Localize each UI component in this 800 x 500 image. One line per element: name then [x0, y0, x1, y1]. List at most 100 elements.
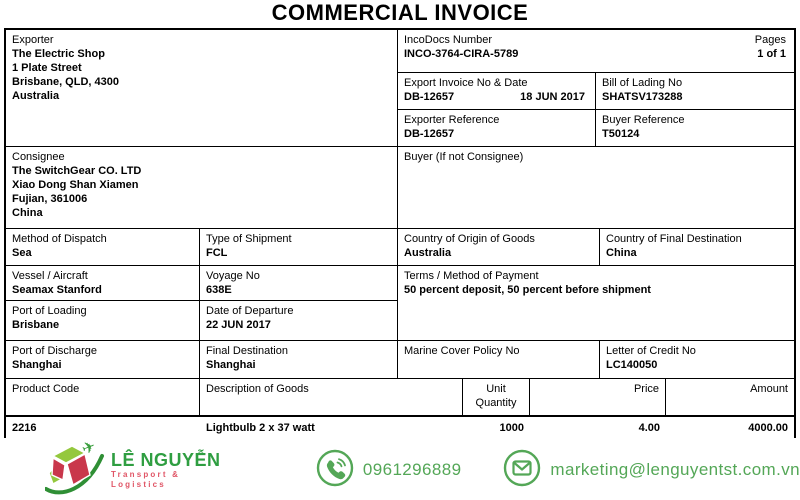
logo-text: LÊ NGUYỄN Transport & Logistics [111, 449, 228, 490]
port-of-discharge-label: Port of Discharge [12, 345, 97, 357]
terms-label: Terms / Method of Payment [404, 270, 539, 282]
final-destination-cell: Final Destination Shanghai [200, 341, 398, 378]
buyer-reference-label: Buyer Reference [602, 114, 685, 126]
buyer-cell: Buyer (If not Consignee) [398, 147, 794, 228]
final-destination-value: Shanghai [206, 359, 256, 371]
vessel-cell: Vessel / Aircraft Seamax Stanford [6, 266, 200, 300]
product-price-value: 4.00 [638, 422, 660, 434]
unit-quantity-header: Unit Quantity [463, 379, 530, 415]
loading-row: Port of Loading Brisbane Date of Departu… [6, 301, 397, 340]
vessel-loading-stack: Vessel / Aircraft Seamax Stanford Voyage… [6, 266, 398, 340]
product-quantity-value: 1000 [499, 422, 524, 434]
incodocs-cell: IncoDocs Number INCO-3764-CIRA-5789 Page… [398, 30, 794, 73]
product-header-row: Product Code Description of Goods Unit Q… [6, 378, 794, 415]
product-code-value: 2216 [12, 422, 37, 434]
pages-block: Pages 1 of 1 [749, 30, 794, 72]
quantity-header-line: Quantity [475, 397, 517, 409]
logo-company-name: LÊ NGUYỄN [111, 449, 221, 470]
consignee-country: China [12, 207, 43, 219]
bill-of-lading-cell: Bill of Lading No SHATSV173288 [596, 73, 794, 109]
reference-row: Exporter Reference DB-12657 Buyer Refere… [398, 110, 794, 146]
exporter-reference-label: Exporter Reference [404, 114, 500, 126]
invoice-refs-row: Export Invoice No & Date DB-12657 18 JUN… [398, 73, 794, 110]
dispatch-row: Method of Dispatch Sea Type of Shipment … [6, 228, 794, 265]
incodocs-label: IncoDocs Number [404, 34, 493, 46]
buyer-reference-cell: Buyer Reference T50124 [596, 110, 794, 146]
exporter-label: Exporter [12, 34, 54, 46]
marine-cover-label: Marine Cover Policy No [404, 345, 520, 357]
discharge-row: Port of Discharge Shanghai Final Destina… [6, 340, 794, 378]
pages-label: Pages [754, 34, 786, 46]
country-of-origin-label: Country of Origin of Goods [404, 233, 535, 245]
date-of-departure-label: Date of Departure [206, 305, 294, 317]
product-description-value: Lightbulb 2 x 37 watt [206, 422, 315, 434]
top-section: Exporter The Electric Shop 1 Plate Stree… [6, 30, 794, 146]
incodocs-block: IncoDocs Number INCO-3764-CIRA-5789 [398, 30, 524, 72]
voyage-cell: Voyage No 638E [200, 266, 397, 300]
pages-value: 1 of 1 [757, 48, 786, 60]
exporter-country: Australia [12, 90, 60, 102]
country-of-origin-cell: Country of Origin of Goods Australia [398, 229, 600, 265]
export-invoice-date: 18 JUN 2017 [520, 91, 585, 103]
exporter-name: The Electric Shop [12, 48, 105, 60]
type-of-shipment-cell: Type of Shipment FCL [200, 229, 398, 265]
consignee-name: The SwitchGear CO. LTD [12, 165, 142, 177]
footer: ✈ LÊ NGUYỄN Transport & Logistics 096129… [0, 436, 800, 500]
exporter-city: Brisbane, QLD, 4300 [12, 76, 119, 88]
letter-of-credit-value: LC140050 [606, 359, 658, 371]
email-icon [503, 449, 541, 492]
phone-icon [316, 449, 354, 492]
phone-number: 0961296889 [362, 460, 462, 479]
email-address: marketing@lenguyentst.com.vn [550, 460, 800, 479]
country-of-origin-value: Australia [404, 247, 452, 259]
buyer-reference-value: T50124 [602, 128, 640, 140]
type-of-shipment-label: Type of Shipment [206, 233, 292, 245]
letter-of-credit-cell: Letter of Credit No LC140050 [600, 341, 794, 378]
terms-cell: Terms / Method of Payment 50 percent dep… [398, 266, 794, 340]
country-of-destination-value: China [606, 247, 637, 259]
date-of-departure-value: 22 JUN 2017 [206, 319, 271, 331]
product-amount-value: 4000.00 [748, 422, 788, 434]
top-right-stack: IncoDocs Number INCO-3764-CIRA-5789 Page… [398, 30, 794, 146]
price-header: Price [530, 379, 666, 415]
product-code-header: Product Code [6, 379, 200, 415]
country-of-destination-label: Country of Final Destination [606, 233, 742, 245]
country-of-destination-cell: Country of Final Destination China [600, 229, 794, 265]
phone-contact: 0961296889 [316, 449, 462, 492]
logo-tagline: Transport & Logistics [111, 469, 181, 489]
export-invoice-label: Export Invoice No & Date [404, 77, 528, 89]
voyage-label: Voyage No [206, 270, 260, 282]
export-invoice-cell: Export Invoice No & Date DB-12657 18 JUN… [398, 73, 596, 109]
exporter-street: 1 Plate Street [12, 62, 82, 74]
vessel-label: Vessel / Aircraft [12, 270, 88, 282]
vessel-value: Seamax Stanford [12, 284, 102, 296]
consignee-street: Xiao Dong Shan Xiamen [12, 179, 139, 191]
exporter-cell: Exporter The Electric Shop 1 Plate Stree… [6, 30, 398, 146]
amount-header: Amount [750, 383, 788, 395]
port-of-loading-value: Brisbane [12, 319, 60, 331]
vessel-row: Vessel / Aircraft Seamax Stanford Voyage… [6, 266, 397, 301]
consignee-label: Consignee [12, 151, 65, 163]
method-of-dispatch-cell: Method of Dispatch Sea [6, 229, 200, 265]
vessel-terms-section: Vessel / Aircraft Seamax Stanford Voyage… [6, 265, 794, 340]
date-of-departure-cell: Date of Departure 22 JUN 2017 [200, 301, 397, 340]
consignee-city: Fujian, 361006 [12, 193, 88, 205]
voyage-value: 638E [206, 284, 232, 296]
consignee-cell: Consignee The SwitchGear CO. LTD Xiao Do… [6, 147, 398, 228]
logo-box-icon: ✈ [44, 436, 107, 500]
port-of-discharge-cell: Port of Discharge Shanghai [6, 341, 200, 378]
buyer-label: Buyer (If not Consignee) [404, 151, 524, 163]
method-of-dispatch-label: Method of Dispatch [12, 233, 107, 245]
port-of-loading-label: Port of Loading [12, 305, 87, 317]
product-row: 2216 Lightbulb 2 x 37 watt 1000 4.00 400… [6, 415, 794, 438]
exporter-reference-cell: Exporter Reference DB-12657 [398, 110, 596, 146]
port-of-loading-cell: Port of Loading Brisbane [6, 301, 200, 340]
export-invoice-number: DB-12657 [404, 91, 455, 103]
email-contact: marketing@lenguyentst.com.vn [503, 449, 800, 492]
port-of-discharge-value: Shanghai [12, 359, 62, 371]
invoice-table: Exporter The Electric Shop 1 Plate Stree… [4, 28, 796, 438]
description-header: Description of Goods [200, 379, 463, 415]
final-destination-label: Final Destination [206, 345, 288, 357]
incodocs-value: INCO-3764-CIRA-5789 [404, 48, 519, 60]
